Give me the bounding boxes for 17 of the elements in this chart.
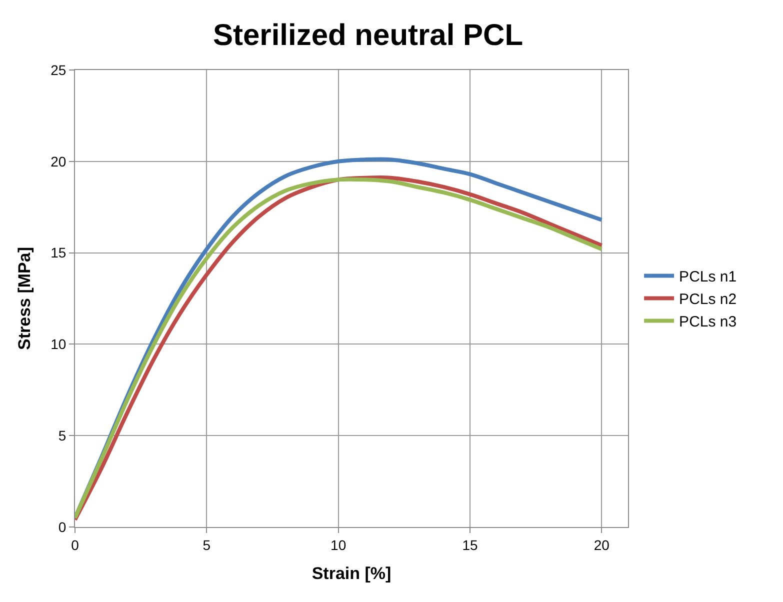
legend-label: PCLs n1 bbox=[679, 268, 737, 286]
x-tick-label: 5 bbox=[202, 536, 211, 553]
y-axis-title: Stress [MPa] bbox=[15, 247, 34, 350]
y-tick-label: 20 bbox=[50, 153, 66, 170]
y-tick-label: 15 bbox=[50, 244, 66, 261]
legend-label: PCLs n2 bbox=[679, 291, 737, 308]
chart-title: Sterilized neutral PCL bbox=[212, 19, 524, 52]
y-tick-label: 0 bbox=[58, 518, 66, 535]
x-tick-label: 0 bbox=[71, 536, 80, 553]
legend-label: PCLs n3 bbox=[679, 314, 737, 331]
y-tick-label: 25 bbox=[50, 62, 66, 78]
x-axis-title: Strain [%] bbox=[312, 564, 392, 584]
x-tick-label: 20 bbox=[594, 536, 610, 553]
y-tick-label: 5 bbox=[58, 428, 66, 444]
x-tick-label: 15 bbox=[462, 536, 478, 553]
y-tick-label: 10 bbox=[50, 336, 66, 352]
x-tick-label: 10 bbox=[330, 536, 346, 553]
